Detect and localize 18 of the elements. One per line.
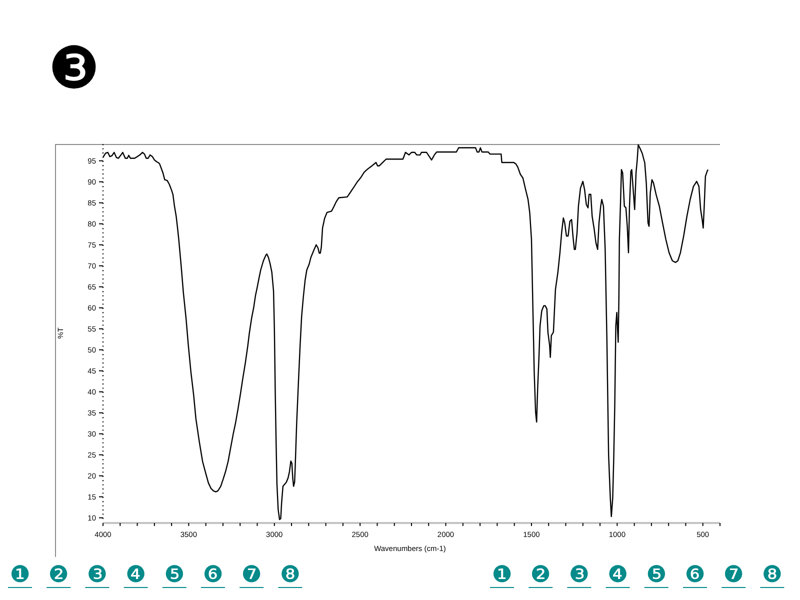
text: ❻	[684, 562, 706, 588]
text: ❻	[202, 562, 224, 588]
text: ❽	[762, 562, 783, 588]
text: ❶	[10, 562, 30, 588]
text: ❹	[607, 562, 628, 588]
text: ❸	[86, 562, 108, 588]
text: ❷	[530, 562, 551, 588]
text: ❼	[241, 562, 262, 588]
text: ❸	[568, 562, 590, 588]
text: ❹	[125, 562, 146, 588]
chart-title: ❸	[48, 34, 100, 102]
text: ❽	[280, 562, 301, 588]
line-series	[103, 144, 709, 520]
text: ❺	[646, 562, 667, 588]
text: ❺	[164, 562, 185, 588]
text: ❷	[48, 562, 69, 588]
text: ❶	[492, 562, 512, 588]
text: ❼	[723, 562, 744, 588]
